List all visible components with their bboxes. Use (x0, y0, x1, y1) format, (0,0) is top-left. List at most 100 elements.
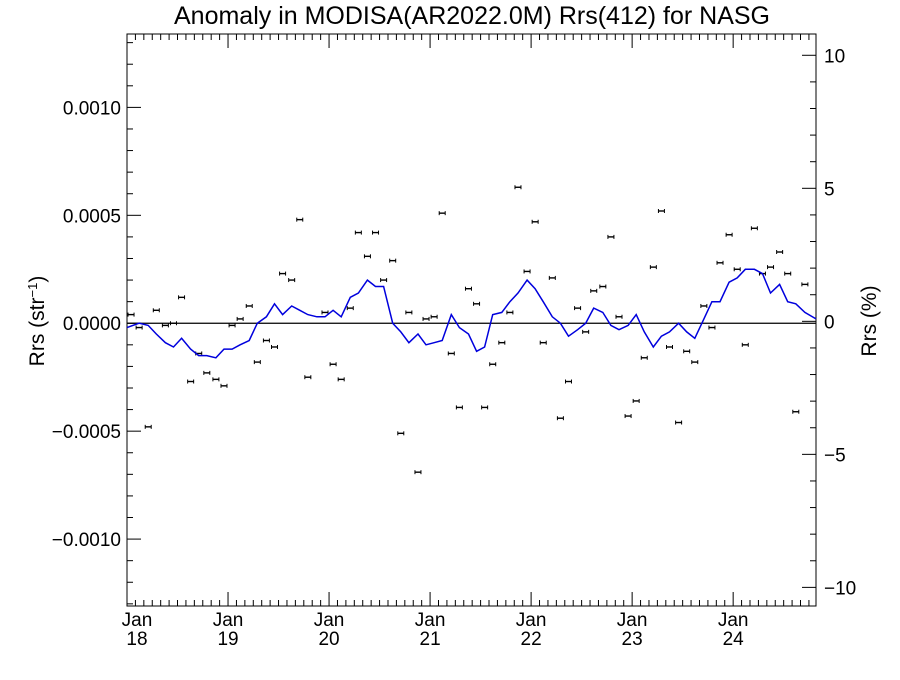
anomaly-point (405, 310, 413, 315)
x-tick-label-month: Jan (213, 610, 244, 631)
anomaly-point (725, 232, 733, 237)
anomaly-point (776, 250, 784, 255)
anomaly-point (455, 405, 463, 410)
anomaly-point (615, 314, 623, 319)
anomaly-point (363, 254, 371, 259)
anomaly-point (279, 271, 287, 276)
anomaly-point (514, 185, 522, 190)
x-tick-label-year: 21 (420, 629, 441, 650)
x-tick-label-month: Jan (415, 610, 446, 631)
anomaly-point (640, 355, 648, 360)
x-tick-label-year: 18 (126, 629, 147, 650)
anomaly-point (161, 323, 169, 328)
anomaly-point (498, 340, 506, 345)
x-tick-label-month: Jan (314, 610, 345, 631)
anomaly-point (700, 303, 708, 308)
anomaly-point (784, 271, 792, 276)
anomaly-point (464, 286, 472, 291)
anomaly-point (683, 349, 691, 354)
anomaly-point (741, 342, 749, 347)
anomaly-point (220, 383, 228, 388)
anomaly-point (708, 325, 716, 330)
anomaly-point (152, 308, 160, 313)
anomaly-point (329, 362, 337, 367)
y-right-tick-label: −10 (824, 578, 856, 599)
anomaly-point (792, 409, 800, 414)
x-tick-label-year: 24 (723, 629, 745, 650)
y-left-tick-label: 0.0005 (63, 206, 121, 227)
y-right-tick-label: −5 (824, 445, 846, 466)
anomaly-point (354, 230, 362, 235)
x-tick-label-month: Jan (617, 610, 648, 631)
anomaly-point (582, 329, 590, 334)
anomaly-point (531, 219, 539, 224)
x-tick-label-year: 23 (622, 629, 643, 650)
anomaly-point (481, 405, 489, 410)
anomaly-point (245, 303, 253, 308)
y-left-tick-label: −0.0010 (52, 530, 121, 551)
anomaly-point (666, 344, 674, 349)
anomaly-point (389, 258, 397, 263)
anomaly-point (380, 278, 388, 283)
anomaly-point (632, 398, 640, 403)
anomaly-point (447, 351, 455, 356)
anomaly-point (270, 344, 278, 349)
y-right-tick-label: 5 (824, 179, 835, 200)
anomaly-point (127, 312, 135, 317)
anomaly-point (675, 420, 683, 425)
x-tick-label-month: Jan (122, 610, 153, 631)
anomaly-point (236, 316, 244, 321)
anomaly-point (187, 379, 195, 384)
anomaly-point (397, 431, 405, 436)
y-axis-label-superscript: −1 (25, 283, 40, 298)
anomaly-point (422, 316, 430, 321)
y-right-tick-label: 10 (824, 46, 845, 67)
anomaly-point (607, 234, 615, 239)
anomaly-point (657, 208, 665, 213)
anomaly-point (203, 370, 211, 375)
anomaly-point (574, 306, 582, 311)
anomaly-point (144, 424, 152, 429)
y-axis-label-left: Rrs (str−1) (25, 276, 50, 367)
anomaly-point (624, 414, 632, 419)
anomaly-point (523, 269, 531, 274)
anomaly-point (564, 379, 572, 384)
anomaly-point (599, 284, 607, 289)
anomaly-point (296, 217, 304, 222)
anomaly-point (506, 310, 514, 315)
anomaly-point (590, 288, 598, 293)
anomaly-point (801, 282, 809, 287)
plot-area: Jan18Jan19Jan20Jan21Jan22Jan23Jan240.001… (52, 33, 856, 650)
anomaly-line (126, 268, 817, 359)
anomaly-point (548, 275, 556, 280)
anomaly-point (321, 310, 329, 315)
anomaly-point (346, 306, 354, 311)
anomaly-point (178, 295, 186, 300)
x-tick-label-month: Jan (718, 610, 749, 631)
anomaly-point (556, 416, 564, 421)
anomaly-point (489, 362, 497, 367)
y-right-tick-label: 0 (824, 312, 835, 333)
x-tick-label-year: 22 (521, 629, 542, 650)
anomaly-point (169, 321, 177, 326)
anomaly-point (288, 278, 296, 283)
y-left-tick-label: 0.0000 (63, 314, 121, 335)
x-tick-label-month: Jan (516, 610, 547, 631)
anomaly-point (691, 360, 699, 365)
x-tick-label-year: 20 (318, 629, 339, 650)
anomaly-point (767, 265, 775, 270)
anomaly-point (438, 211, 446, 216)
x-tick-label-year: 19 (217, 629, 238, 650)
chart-title: Anomaly in MODISA(AR2022.0M) Rrs(412) fo… (174, 2, 770, 30)
anomaly-point (304, 375, 312, 380)
y-left-tick-label: −0.0005 (52, 422, 121, 443)
anomaly-point (750, 226, 758, 231)
y-axis-label-right: Rrs (%) (858, 285, 881, 356)
anomaly-point (716, 260, 724, 265)
anomaly-point (733, 267, 741, 272)
anomaly-point (337, 377, 345, 382)
plot-frame (126, 33, 817, 607)
anomaly-point (228, 323, 236, 328)
